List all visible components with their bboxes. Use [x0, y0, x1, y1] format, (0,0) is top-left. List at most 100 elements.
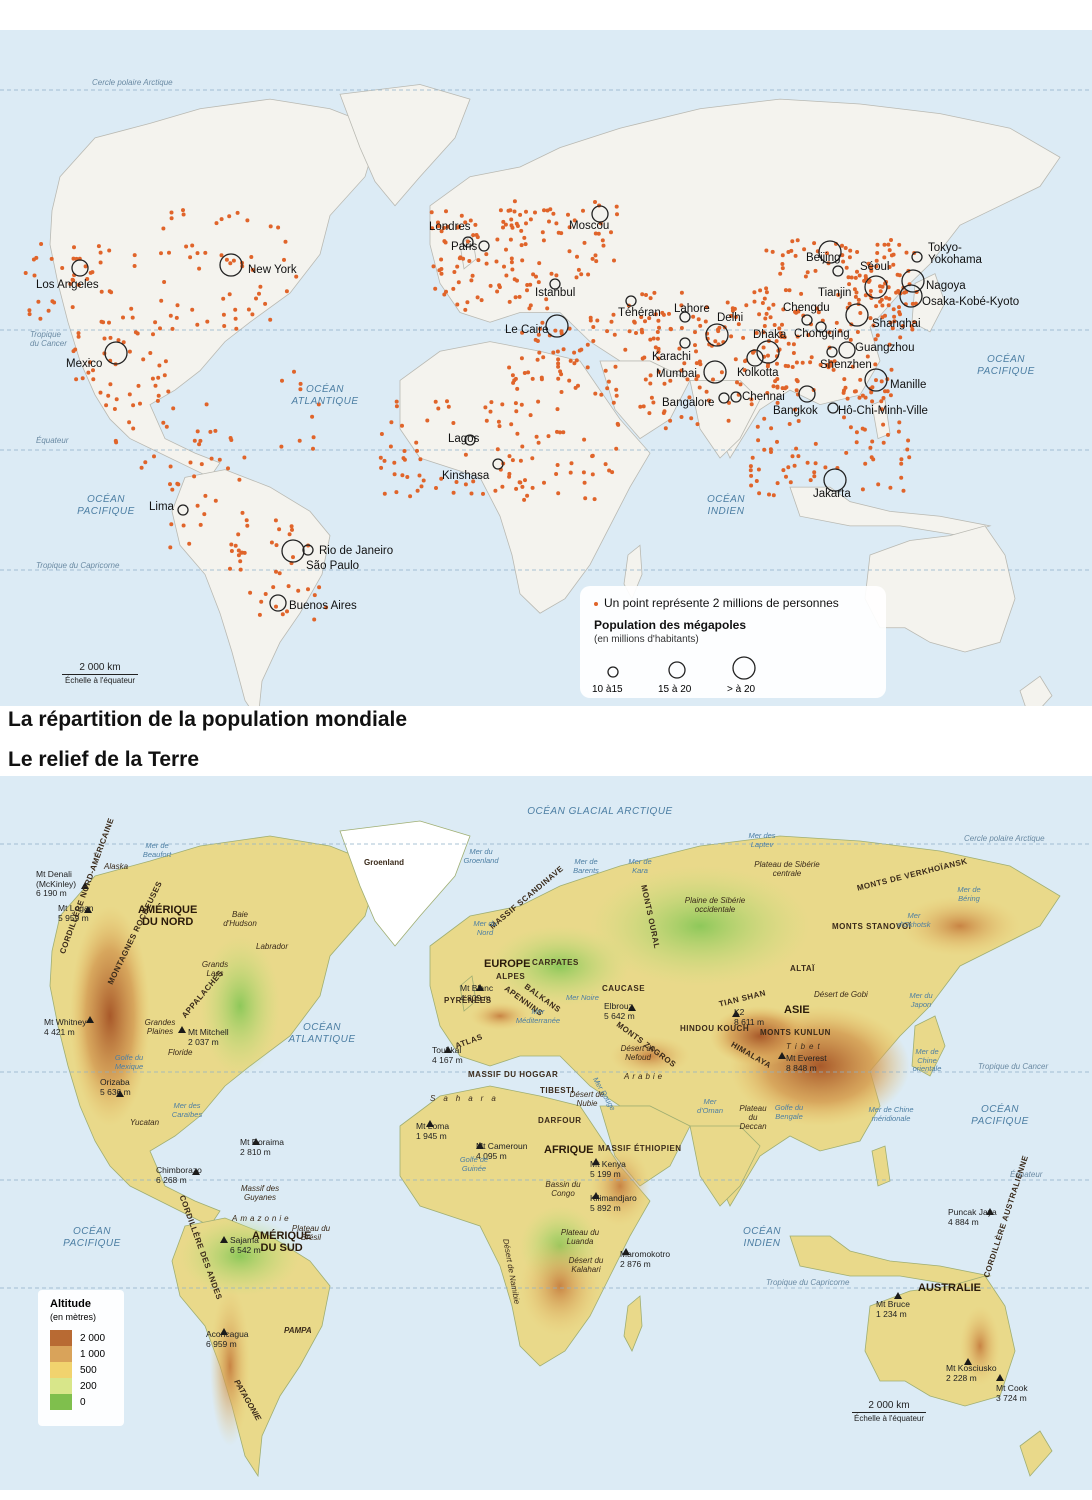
population-dot: [764, 248, 769, 253]
population-dot: [457, 256, 462, 261]
population-dot: [579, 272, 584, 277]
population-dot: [828, 360, 833, 365]
population-dot: [775, 384, 780, 389]
population-dot: [882, 242, 887, 247]
population-dot: [868, 445, 873, 450]
population-dot: [481, 491, 485, 496]
population-dot: [46, 308, 51, 313]
population-dot: [881, 422, 886, 427]
population-dot: [752, 299, 757, 304]
city-label: Kinshasa: [442, 470, 490, 482]
population-dot: [647, 316, 652, 321]
population-dot: [899, 475, 904, 480]
population-dot: [789, 248, 794, 253]
population-dot: [886, 303, 891, 308]
population-dot: [892, 314, 897, 319]
population-dot: [591, 325, 596, 329]
sea-label: Mer de Chine orientale: [912, 1047, 942, 1073]
peak-triangle-icon: [178, 1026, 186, 1033]
population-dot: [905, 447, 910, 452]
population-dot: [497, 424, 502, 429]
population-dot: [880, 284, 885, 289]
peak-triangle-icon: [426, 1120, 434, 1127]
range-label: HINDOU KOUCH: [680, 1024, 750, 1033]
city-label: Shanghai: [872, 318, 921, 330]
ocean-pacifique-west-label: OCÉAN PACIFIQUE: [63, 1226, 121, 1249]
population-dot: [246, 307, 251, 312]
population-dot: [694, 361, 699, 366]
tropic-capricorn-label: Tropique du Capricorne: [36, 561, 120, 570]
altitude-band-label: 2 000: [80, 1332, 106, 1344]
population-dot: [897, 242, 902, 247]
feature-label: Désert de Gobi: [814, 990, 868, 999]
population-dot: [157, 363, 162, 368]
population-dot: [536, 399, 541, 404]
altitude-swatch: [50, 1362, 72, 1378]
altitude-band: 0: [50, 1394, 105, 1410]
population-dot: [546, 434, 551, 439]
population-dot: [640, 292, 645, 297]
population-dot: [525, 493, 530, 498]
population-dot: [842, 377, 847, 382]
megacity-circle: [679, 311, 691, 323]
region-australie: AUSTRALIE: [918, 1282, 981, 1294]
population-dot: [289, 524, 294, 529]
population-dot: [605, 329, 610, 334]
population-dot: [585, 342, 590, 347]
city-label: Moscou: [569, 220, 610, 232]
population-dot: [648, 337, 653, 342]
population-dot: [685, 377, 690, 382]
population-dot: [711, 377, 715, 382]
population-dot: [863, 293, 868, 298]
population-dot: [155, 398, 160, 403]
population-dot: [533, 337, 538, 342]
population-dot: [271, 585, 276, 590]
relief-map-canvas: [0, 820, 1092, 1478]
population-dot: [697, 385, 702, 390]
population-dot: [865, 354, 870, 359]
population-dot: [132, 264, 137, 268]
peak-triangle-icon: [86, 1016, 94, 1023]
population-dot: [139, 465, 144, 470]
population-dot: [229, 542, 234, 547]
peak-label: Mt Cameroun 4 095 m: [476, 1141, 528, 1161]
population-dot: [834, 320, 839, 325]
population-dot: [227, 292, 232, 297]
scale-note: Échelle à l'équateur: [853, 1414, 925, 1423]
relief-shading: [210, 1286, 250, 1446]
population-dot: [519, 228, 524, 233]
population-dot: [188, 460, 193, 465]
city-label: Chongqing: [794, 328, 850, 340]
population-dot: [195, 322, 200, 327]
population-dot: [682, 361, 687, 366]
city-label: Osaka-Kobé-Kyoto: [922, 296, 1020, 308]
population-dot: [762, 296, 767, 301]
population-dot: [250, 267, 255, 272]
population-dot: [507, 474, 512, 479]
population-dot: [812, 474, 817, 479]
population-dot: [70, 277, 75, 282]
megacity-circle: [549, 278, 561, 290]
population-dot: [768, 315, 773, 320]
population-dot: [442, 239, 447, 244]
population-dot: [510, 267, 515, 272]
population-dot: [257, 612, 262, 617]
population-dot: [847, 301, 852, 306]
population-dot: [107, 320, 111, 325]
population-dot: [558, 369, 563, 374]
population-dot: [880, 303, 885, 308]
altitude-band-label: 0: [80, 1396, 86, 1408]
population-dot: [855, 330, 860, 334]
peak-triangle-icon: [476, 1142, 484, 1149]
city-label: Los Angeles: [36, 279, 99, 291]
population-dot: [459, 213, 464, 218]
population-dot: [509, 256, 514, 261]
population-dot: [603, 462, 608, 467]
population-dot: [421, 478, 426, 483]
population-dot: [535, 357, 540, 362]
arctic-circle-label: Cercle polaire Arctique: [964, 834, 1045, 843]
population-map-title: La répartition de la population mondiale: [0, 706, 416, 734]
population-dot: [640, 356, 645, 361]
population-dot: [766, 353, 770, 358]
population-dot: [204, 402, 209, 407]
